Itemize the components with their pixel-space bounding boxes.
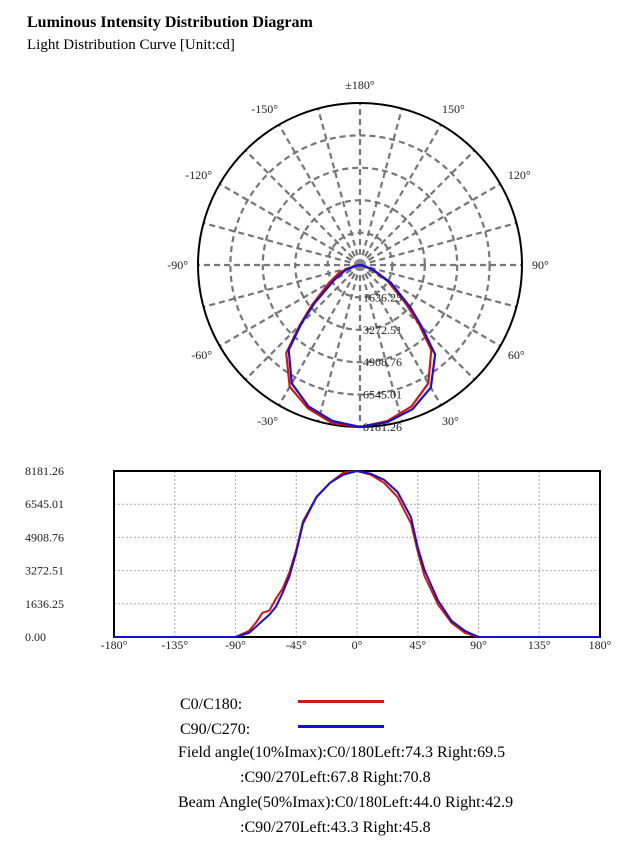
polar-spoke <box>317 108 362 266</box>
polar-radial-tick-label: 6545.01 <box>363 388 402 402</box>
page-subtitle: Light Distribution Curve [Unit:cd] <box>27 37 235 53</box>
polar-spoke <box>359 264 501 347</box>
line-series-c0-c180 <box>114 470 600 638</box>
x-tick-label: -90° <box>225 638 246 652</box>
y-tick-label: 4908.76 <box>25 530 64 544</box>
x-tick-label: 180° <box>589 638 612 652</box>
polar-spoke <box>358 108 403 266</box>
polar-curve-c0-c180 <box>285 263 433 429</box>
beam-angle-c90: :C90/270Left:43.3 Right:45.8 <box>240 819 431 836</box>
polar-spoke <box>359 149 476 266</box>
polar-spoke <box>203 263 361 308</box>
polar-angle-label: 90° <box>532 258 549 272</box>
polar-curve-c90-c270 <box>287 263 437 429</box>
polar-spoke <box>203 222 361 267</box>
x-tick-label: -135° <box>161 638 188 652</box>
y-tick-label: 6545.01 <box>25 497 64 511</box>
polar-spoke <box>359 183 501 266</box>
polar-spoke <box>317 264 362 422</box>
plot-frame <box>113 470 601 638</box>
polar-ring <box>229 134 491 396</box>
polar-spoke <box>359 263 517 308</box>
polar-spoke <box>219 183 361 266</box>
beam-angle-c0: Beam Angle(50%Imax):C0/180Left:44.0 Righ… <box>178 794 514 811</box>
y-tick-label: 0.00 <box>25 630 46 644</box>
x-tick-label: 45° <box>409 638 426 652</box>
legend-label-c90: C90/C270: <box>180 721 251 738</box>
polar-angle-label: -90° <box>167 258 188 272</box>
x-tick-label: 0° <box>352 638 363 652</box>
field-angle-c90: :C90/270Left:67.8 Right:70.8 <box>240 769 431 786</box>
field-angle-c0: Field angle(10%Imax):C0/180Left:74.3 Rig… <box>178 744 506 761</box>
polar-angle-label: -120° <box>185 168 212 182</box>
legend-swatch-c0 <box>298 700 384 703</box>
polar-ring <box>294 199 426 331</box>
line-series-c90-c270 <box>114 470 600 638</box>
polar-radial-tick-label: 8181.26 <box>363 420 402 434</box>
polar-angle-label: -150° <box>251 102 278 116</box>
polar-radial-tick-label: 3272.51 <box>363 323 402 337</box>
polar-spoke <box>278 124 361 266</box>
x-tick-label: 135° <box>528 638 551 652</box>
polar-angle-label: 0° <box>355 438 366 440</box>
polar-radial-tick-label: 4908.76 <box>363 355 402 369</box>
polar-ring <box>261 166 459 364</box>
legend-swatch-c90 <box>298 725 384 728</box>
polar-spoke <box>359 124 442 266</box>
x-tick-label: 90° <box>470 638 487 652</box>
x-tick-label: -45° <box>286 638 307 652</box>
y-tick-label: 3272.51 <box>25 564 64 578</box>
polar-spoke <box>244 149 361 266</box>
polar-angle-label: 30° <box>442 414 459 428</box>
polar-angle-label: -30° <box>257 414 278 428</box>
legend-label-c0: C0/C180: <box>180 696 243 713</box>
polar-angle-label: 120° <box>508 168 531 182</box>
polar-angle-label: -60° <box>191 348 212 362</box>
polar-spoke <box>219 264 361 347</box>
polar-spoke <box>359 222 517 267</box>
polar-ring <box>326 231 394 299</box>
x-tick-label: -180° <box>101 638 128 652</box>
polar-angle-label: 150° <box>442 102 465 116</box>
y-tick-label: 8181.26 <box>25 464 64 478</box>
polar-radial-tick-label: 1636.25 <box>363 290 402 304</box>
y-tick-label: 1636.25 <box>25 597 64 611</box>
polar-angle-label: ±180° <box>345 78 375 92</box>
page-title: Luminous Intensity Distribution Diagram <box>27 14 313 31</box>
polar-spoke <box>358 264 403 422</box>
polar-chart: 1636.25 3272.51 4908.76 6545.01 8181.26 ±180°… <box>167 78 549 440</box>
polar-angle-label: 60° <box>508 348 525 362</box>
